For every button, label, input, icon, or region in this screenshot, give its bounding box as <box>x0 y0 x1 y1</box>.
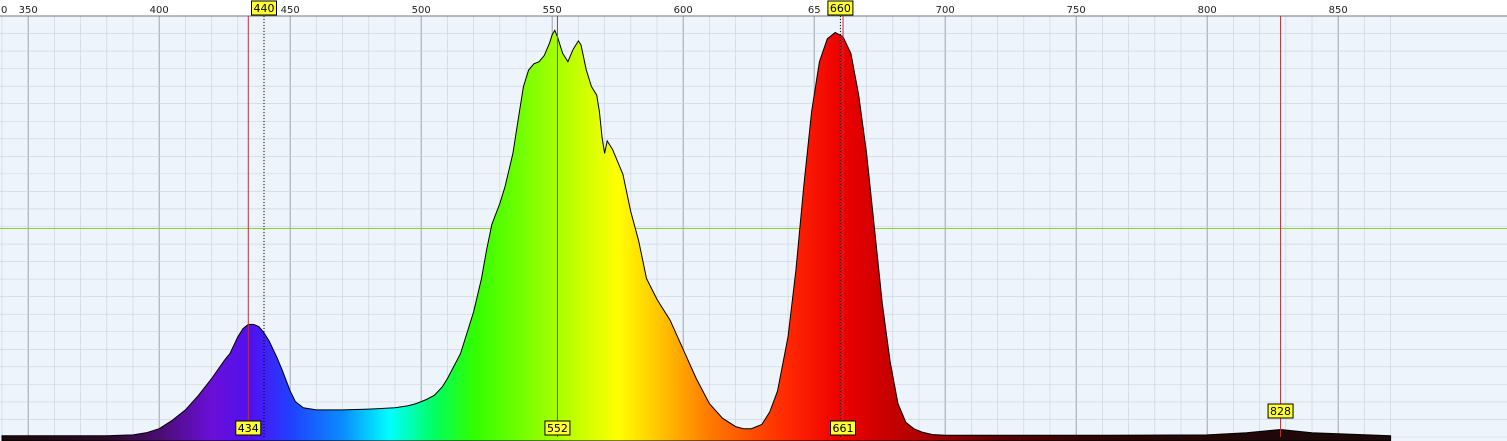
markers: 440 660 434 552 661 828 <box>235 0 1294 436</box>
spectrum-series <box>1 29 1392 441</box>
tick-label: 350 <box>19 5 38 16</box>
peak-marker-661-label: 661 <box>833 422 854 435</box>
tick-label: 600 <box>674 5 693 16</box>
tick-label: 400 <box>150 5 169 16</box>
cursor-marker-660-label: 660 <box>830 2 851 15</box>
tick-label: 850 <box>1329 5 1348 16</box>
peak-marker-828-label: 828 <box>1270 405 1291 418</box>
tick-label: 0 <box>1 5 7 16</box>
cursor-marker-660-box <box>827 0 854 16</box>
peak-marker-552-label: 552 <box>547 422 568 435</box>
marker-lines <box>247 16 1282 437</box>
tick-label: 500 <box>412 5 431 16</box>
tick-label: 800 <box>1198 5 1217 16</box>
tick-label: 65 <box>808 5 821 16</box>
peak-marker-828-box <box>1267 403 1294 419</box>
x-axis-band <box>0 0 1507 16</box>
tick-label: 750 <box>1067 5 1086 16</box>
peak-marker-661-box <box>830 420 857 436</box>
tick-label: 700 <box>936 5 955 16</box>
tick-label: 550 <box>543 5 562 16</box>
peak-marker-434-box <box>235 420 262 436</box>
tick-label: 450 <box>281 5 300 16</box>
peak-marker-552-box <box>544 420 571 436</box>
cursor-marker-440-label: 440 <box>254 2 275 15</box>
cursor-marker-440-box <box>251 0 277 16</box>
x-axis-ticks: 0 350 400 450 500 550 600 65 700 750 800 850 <box>1 5 1348 16</box>
peak-marker-434-label: 434 <box>238 422 259 435</box>
spectrum-area <box>1 29 1392 441</box>
